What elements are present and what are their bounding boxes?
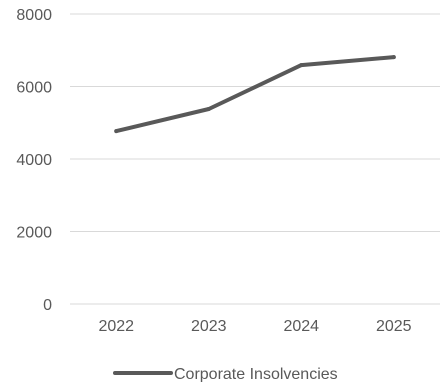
y-tick-label: 2000 (16, 225, 52, 242)
x-tick-label: 2022 (98, 318, 134, 335)
y-tick-label: 8000 (16, 7, 52, 24)
y-axis-ticks: 0 2000 4000 6000 8000 (16, 7, 52, 314)
y-tick-label: 6000 (16, 80, 52, 97)
y-tick-label: 0 (43, 297, 52, 314)
legend: Corporate Insolvencies (115, 366, 338, 382)
data-point (207, 107, 211, 111)
x-tick-label: 2024 (283, 318, 319, 335)
series-line (116, 57, 394, 131)
data-point (392, 55, 396, 59)
y-tick-label: 4000 (16, 152, 52, 169)
legend-label: Corporate Insolvencies (174, 366, 338, 382)
series-lines (114, 55, 396, 133)
x-tick-label: 2023 (191, 318, 227, 335)
data-point (299, 63, 303, 67)
x-tick-label: 2025 (376, 318, 412, 335)
data-point (114, 129, 118, 133)
x-axis-ticks: 2022 2023 2024 2025 (98, 318, 411, 335)
